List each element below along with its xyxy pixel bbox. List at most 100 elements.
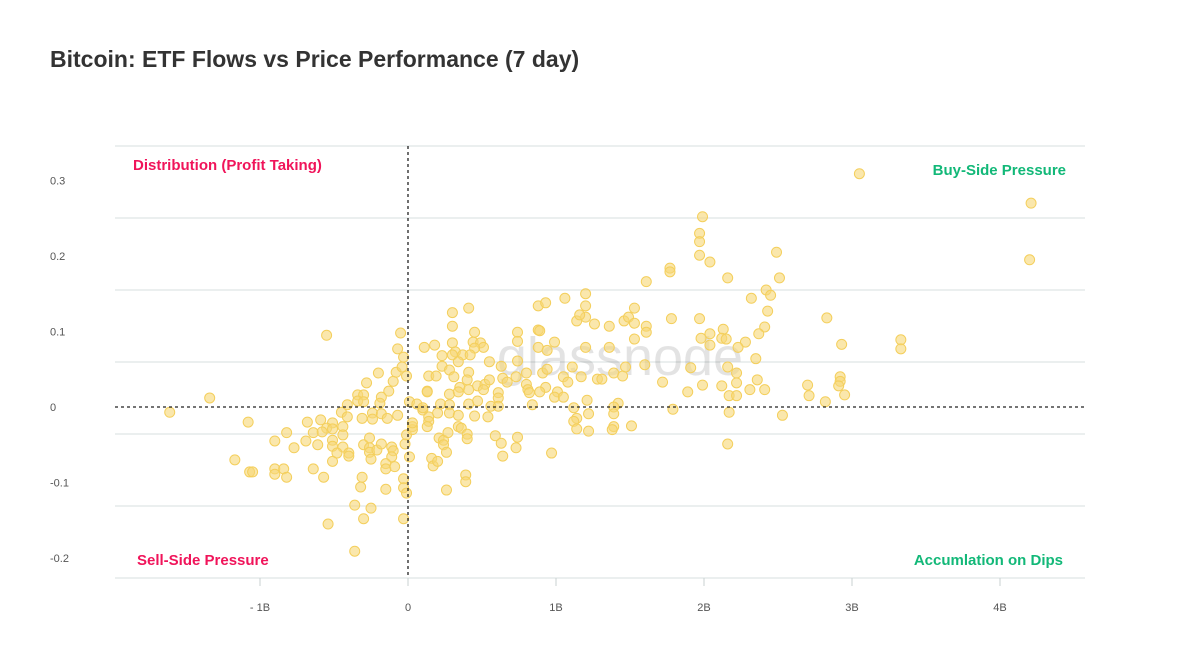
data-point xyxy=(853,168,865,180)
data-point xyxy=(685,362,697,374)
data-point xyxy=(440,484,452,496)
data-point xyxy=(562,376,574,388)
data-point xyxy=(452,409,464,421)
data-point xyxy=(392,343,404,355)
data-point xyxy=(421,386,433,398)
data-point xyxy=(625,420,637,432)
data-point xyxy=(316,426,328,438)
data-point xyxy=(483,374,495,386)
x-tick-label: 2B xyxy=(697,602,710,614)
data-point xyxy=(446,337,458,349)
data-point xyxy=(557,391,569,403)
x-tick-label: 1B xyxy=(549,602,562,614)
data-point xyxy=(489,430,501,442)
gridlines xyxy=(115,145,1085,579)
data-point xyxy=(802,379,814,391)
x-tick-label: 4B xyxy=(993,602,1006,614)
data-point xyxy=(776,409,788,421)
data-point xyxy=(417,402,429,414)
data-point xyxy=(704,328,716,340)
data-point xyxy=(395,327,407,339)
data-point xyxy=(694,236,706,248)
data-point xyxy=(657,376,669,388)
data-point xyxy=(301,416,313,428)
data-point xyxy=(510,442,522,454)
data-point xyxy=(697,211,709,223)
data-point xyxy=(682,386,694,398)
data-point xyxy=(482,411,494,423)
data-point xyxy=(628,333,640,345)
data-point xyxy=(383,385,395,397)
data-point xyxy=(833,380,845,392)
data-point xyxy=(483,356,495,368)
data-point xyxy=(421,421,433,433)
data-point xyxy=(722,272,734,284)
data-point xyxy=(773,272,785,284)
data-point xyxy=(717,323,729,335)
data-point xyxy=(583,425,595,437)
data-point xyxy=(331,447,343,459)
data-point xyxy=(526,399,538,411)
data-point xyxy=(307,463,319,475)
data-point xyxy=(300,435,312,447)
data-point xyxy=(341,411,353,423)
data-point xyxy=(337,429,349,441)
data-point xyxy=(628,302,640,314)
data-point xyxy=(312,439,324,451)
data-point xyxy=(365,502,377,514)
data-point xyxy=(442,427,454,439)
data-point xyxy=(731,390,743,402)
data-point xyxy=(667,403,679,415)
data-point xyxy=(546,447,558,459)
quadrant-label-top-right: Buy-Side Pressure xyxy=(933,162,1066,179)
data-point xyxy=(603,320,615,332)
data-point xyxy=(512,335,524,347)
data-point xyxy=(401,487,413,499)
data-point xyxy=(432,455,444,467)
data-point xyxy=(895,334,907,346)
x-tick-label: 3B xyxy=(845,602,858,614)
data-point xyxy=(697,379,709,391)
data-point xyxy=(440,446,452,458)
data-point xyxy=(204,392,216,404)
data-point xyxy=(606,424,618,436)
data-point xyxy=(739,336,751,348)
data-point xyxy=(463,384,475,396)
data-point xyxy=(559,292,571,304)
data-point xyxy=(771,246,783,258)
data-point xyxy=(389,461,401,473)
data-point xyxy=(343,450,355,462)
data-point xyxy=(375,438,387,450)
data-point xyxy=(281,427,293,439)
data-point xyxy=(398,351,410,363)
data-point xyxy=(464,349,476,361)
data-point xyxy=(534,325,546,337)
quadrant-label-top-left: Distribution (Profit Taking) xyxy=(133,157,322,174)
data-point xyxy=(608,408,620,420)
data-point xyxy=(398,513,410,525)
data-point xyxy=(566,361,578,373)
data-point xyxy=(803,390,815,402)
data-point xyxy=(720,333,732,345)
data-point xyxy=(495,437,507,449)
data-point xyxy=(463,302,475,314)
data-point xyxy=(418,341,430,353)
data-point xyxy=(640,326,652,338)
reference-lines xyxy=(115,146,1085,578)
data-point xyxy=(495,360,507,372)
data-point xyxy=(469,326,481,338)
data-point xyxy=(452,386,464,398)
data-point xyxy=(452,356,464,368)
quadrant-label-bottom-right: Accumlation on Dips xyxy=(914,552,1063,569)
data-point xyxy=(460,476,472,488)
data-point xyxy=(436,350,448,362)
data-point xyxy=(361,377,373,389)
data-point xyxy=(603,341,615,353)
data-point xyxy=(723,406,735,418)
data-point xyxy=(580,300,592,312)
data-point xyxy=(355,481,367,493)
data-point xyxy=(497,450,509,462)
data-point xyxy=(381,412,393,424)
data-point xyxy=(364,432,376,444)
data-point xyxy=(443,407,455,419)
